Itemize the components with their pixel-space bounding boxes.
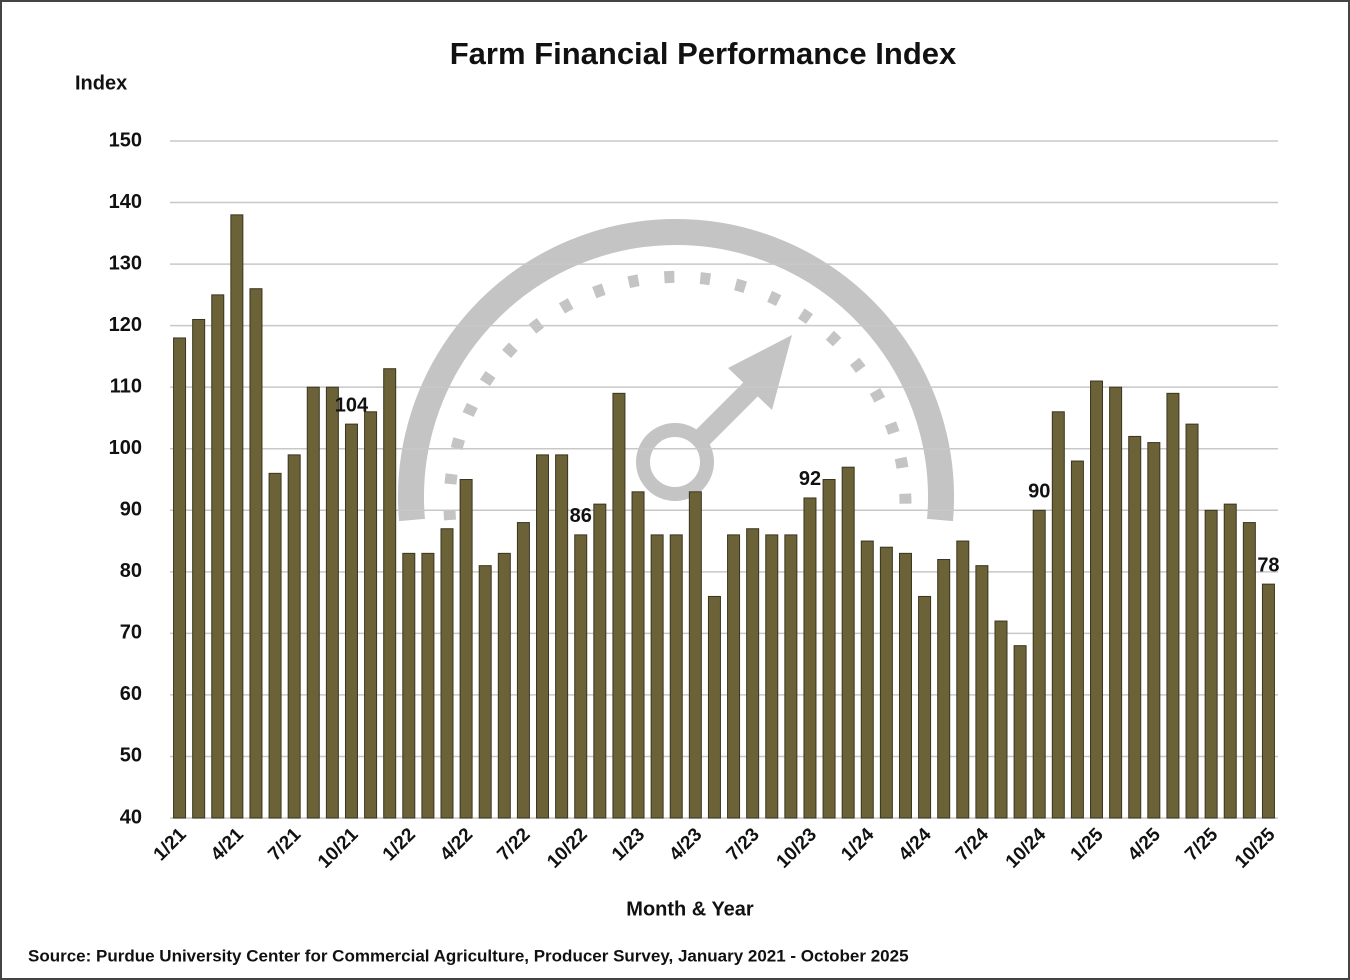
bar [956, 540, 970, 819]
bar [784, 534, 798, 819]
bar [822, 479, 836, 819]
bar [879, 546, 893, 819]
bar [536, 454, 550, 819]
y-tick-label: 80 [120, 560, 142, 582]
bar [325, 386, 339, 819]
bar [211, 294, 225, 819]
bar [975, 565, 989, 819]
data-label: 78 [1257, 554, 1279, 576]
x-axis-title: Month & Year [626, 898, 754, 920]
bar [459, 479, 473, 819]
source-note: Source: Purdue University Center for Com… [28, 946, 909, 965]
data-label: 90 [1028, 481, 1050, 503]
bar [1128, 435, 1142, 819]
chart-title: Farm Financial Performance Index [450, 36, 957, 71]
bar [344, 423, 358, 819]
bar [688, 491, 702, 819]
bar [440, 528, 454, 819]
bar [1223, 503, 1237, 819]
y-tick-label: 40 [120, 806, 142, 828]
data-label: 92 [799, 468, 821, 490]
bar [574, 534, 588, 819]
bar [383, 368, 397, 819]
bar [1013, 645, 1027, 819]
bar [287, 454, 301, 819]
y-tick-label: 60 [120, 683, 142, 705]
bar [1204, 509, 1218, 819]
bar [192, 318, 206, 819]
bar [765, 534, 779, 819]
bar [555, 454, 569, 819]
bar [612, 392, 626, 819]
bar [1147, 442, 1161, 819]
bar [402, 552, 416, 819]
bar [230, 214, 244, 819]
bar [1032, 509, 1046, 819]
bar [898, 552, 912, 819]
y-tick-label: 100 [109, 437, 142, 459]
bar [860, 540, 874, 819]
bar [497, 552, 511, 819]
bar [841, 466, 855, 819]
bar [669, 534, 683, 819]
bar [650, 534, 664, 819]
bar [707, 595, 721, 819]
bar [1070, 460, 1084, 819]
y-tick-label: 90 [120, 499, 142, 521]
y-tick-label: 50 [120, 745, 142, 767]
bar [268, 472, 282, 819]
y-tick-label: 150 [109, 129, 142, 151]
bar [364, 411, 378, 819]
bar [478, 565, 492, 819]
y-tick-label: 140 [109, 191, 142, 213]
y-tick-label: 130 [109, 252, 142, 274]
bar [937, 559, 951, 819]
bar [994, 620, 1008, 819]
watermark-gauge [398, 219, 954, 522]
bar [306, 386, 320, 819]
bar [1242, 522, 1256, 819]
bar [1051, 411, 1065, 819]
bar [516, 522, 530, 819]
bar [631, 491, 645, 819]
y-tick-label: 110 [110, 375, 142, 397]
bar [1090, 380, 1104, 819]
bar [421, 552, 435, 819]
bar [1109, 386, 1123, 819]
bar [1261, 583, 1275, 819]
y-axis-title: Index [75, 72, 127, 94]
bar [1185, 423, 1199, 819]
bar [727, 534, 741, 819]
data-label: 86 [570, 505, 592, 527]
bar [1166, 392, 1180, 819]
bar [249, 288, 263, 819]
bar [173, 337, 187, 819]
y-tick-label: 120 [109, 314, 142, 336]
bar [918, 595, 932, 819]
bar [746, 528, 760, 819]
data-label: 104 [335, 394, 369, 416]
y-tick-label: 70 [120, 622, 142, 644]
bar [803, 497, 817, 819]
bar [593, 503, 607, 819]
